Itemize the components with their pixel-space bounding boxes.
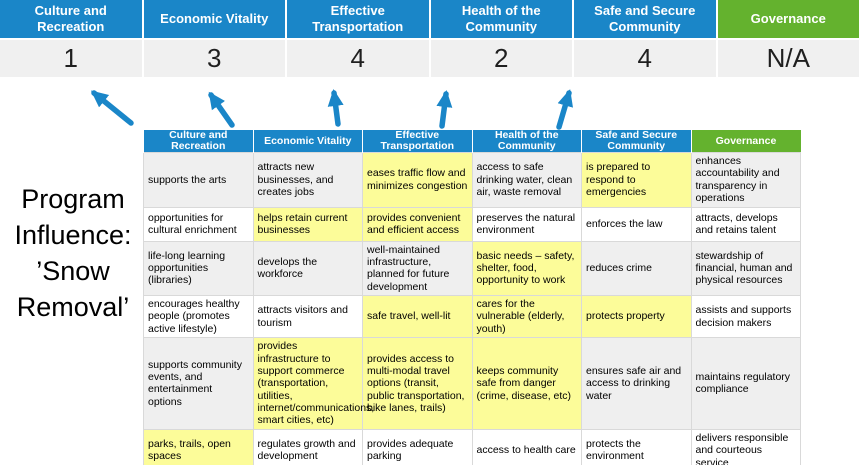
matrix-cell: attracts new businesses, and creates job… bbox=[252, 152, 363, 208]
summary-column-health-of-the-community: Health of the Community 2 bbox=[430, 0, 572, 77]
matrix-cell: provides adequate parking bbox=[362, 428, 473, 465]
program-influence-label-line: Influence: bbox=[14, 219, 132, 250]
program-influence-label-line: Removal’ bbox=[16, 291, 130, 322]
summary-column-governance: Governance N/A bbox=[717, 0, 859, 77]
arrow-effective-transportation bbox=[327, 89, 344, 127]
arrow-health-of-the-community bbox=[436, 90, 453, 129]
matrix-cell: reduces crime bbox=[581, 240, 692, 297]
matrix-cell: is prepared to respond to emergencies bbox=[581, 152, 692, 208]
summary-score-safe-and-secure-community: 4 bbox=[574, 40, 716, 77]
matrix-header-cell: Safe and Secure Community bbox=[581, 130, 691, 153]
summary-header-safe-and-secure-community: Safe and Secure Community bbox=[574, 0, 716, 38]
matrix-cell: protects the environment bbox=[581, 428, 692, 465]
matrix-header-cell: Culture and Recreation bbox=[143, 130, 253, 153]
matrix-header-row: Culture and Recreation Economic Vitality E… bbox=[143, 130, 801, 153]
summary-score-economic-vitality: 3 bbox=[143, 40, 285, 77]
matrix-cell: preserves the natural environment bbox=[471, 206, 582, 242]
matrix-cell: supports community events, and entertain… bbox=[143, 337, 254, 430]
matrix-cell: cares for the vulnerable (elderly, youth… bbox=[471, 295, 582, 339]
summary-column-culture-and-recreation: Culture and Recreation 1 bbox=[0, 0, 142, 77]
program-influence-label-line: Program bbox=[21, 184, 125, 214]
matrix-cell: basic needs – safety, shelter, food, opp… bbox=[471, 240, 582, 297]
program-influence-label: Program Influence: ’Snow Removal’ bbox=[0, 182, 146, 326]
matrix-cell: access to health care bbox=[471, 428, 582, 465]
matrix-row: opportunities for cultural enrichment hel… bbox=[143, 206, 801, 242]
summary-header-governance: Governance bbox=[717, 0, 859, 38]
matrix-body: supports the arts attracts new businesses… bbox=[143, 152, 801, 465]
matrix-cell: eases traffic flow and minimizes congest… bbox=[362, 152, 473, 208]
matrix-cell: provides convenient and efficient access bbox=[362, 206, 473, 242]
matrix-cell: keeps community safe from danger (crime,… bbox=[471, 337, 582, 430]
summary-band: Culture and Recreation 1 Economic Vitality… bbox=[0, 0, 859, 77]
matrix-cell: access to safe drinking water, clean air… bbox=[471, 152, 582, 208]
matrix-cell: provides access to multi-modal travel op… bbox=[362, 337, 473, 430]
matrix-row: supports community events, and entertain… bbox=[143, 337, 801, 430]
matrix-header-cell: Governance bbox=[690, 130, 801, 153]
matrix-cell: attracts, develops and retains talent bbox=[690, 206, 801, 242]
matrix-header-cell: Health of the Community bbox=[471, 130, 582, 153]
summary-header-economic-vitality: Economic Vitality bbox=[143, 0, 285, 38]
matrix-cell: safe travel, well-lit bbox=[362, 295, 473, 339]
summary-score-culture-and-recreation: 1 bbox=[0, 40, 142, 77]
matrix-cell: enforces the law bbox=[581, 206, 692, 242]
matrix-row: life-long learning opportunities (librar… bbox=[143, 240, 801, 297]
arrow-safe-and-secure-community bbox=[556, 89, 574, 130]
matrix-header-cell: Effective Transportation bbox=[362, 130, 472, 153]
influence-matrix: Culture and Recreation Economic Vitality E… bbox=[143, 130, 801, 465]
matrix-cell: stewardship of financial, human and phys… bbox=[690, 240, 801, 297]
summary-column-safe-and-secure-community: Safe and Secure Community 4 bbox=[574, 0, 716, 77]
matrix-cell: life-long learning opportunities (librar… bbox=[143, 240, 254, 297]
program-influence-label-line: ’Snow bbox=[36, 255, 110, 286]
matrix-cell: ensures safe air and access to drinking … bbox=[581, 337, 692, 430]
summary-score-effective-transportation: 4 bbox=[287, 40, 429, 77]
matrix-cell: enhances accountability and transparency… bbox=[690, 152, 801, 208]
matrix-cell: supports the arts bbox=[143, 152, 254, 208]
matrix-cell: maintains regulatory compliance bbox=[690, 337, 801, 430]
summary-column-economic-vitality: Economic Vitality 3 bbox=[143, 0, 285, 77]
matrix-cell: delivers responsible and courteous servi… bbox=[690, 428, 801, 465]
arrow-economic-vitality bbox=[208, 91, 235, 128]
matrix-cell: protects property bbox=[581, 295, 692, 339]
matrix-header-cell: Economic Vitality bbox=[252, 130, 363, 153]
summary-header-culture-and-recreation: Culture and Recreation bbox=[0, 0, 142, 38]
matrix-row: parks, trails, open spaces regulates grow… bbox=[143, 428, 801, 465]
matrix-cell: provides infrastructure to support comme… bbox=[252, 337, 374, 430]
summary-header-health-of-the-community: Health of the Community bbox=[430, 0, 572, 38]
matrix-cell: attracts visitors and tourism bbox=[252, 295, 363, 339]
matrix-cell: develops the workforce bbox=[252, 240, 363, 297]
matrix-row: encourages healthy people (promotes acti… bbox=[143, 295, 801, 339]
matrix-cell: well-maintained infrastructure, planned … bbox=[362, 240, 473, 297]
matrix-cell: encourages healthy people (promotes acti… bbox=[143, 295, 254, 339]
matrix-cell: helps retain current businesses bbox=[252, 206, 363, 242]
matrix-cell: regulates growth and development bbox=[252, 428, 363, 465]
matrix-cell: opportunities for cultural enrichment bbox=[143, 206, 254, 242]
matrix-cell: parks, trails, open spaces bbox=[143, 428, 254, 465]
summary-header-effective-transportation: Effective Transportation bbox=[287, 0, 429, 38]
matrix-row: supports the arts attracts new businesses… bbox=[143, 152, 801, 208]
summary-score-health-of-the-community: 2 bbox=[430, 40, 572, 77]
summary-column-effective-transportation: Effective Transportation 4 bbox=[287, 0, 429, 77]
matrix-cell: assists and supports decision makers bbox=[690, 295, 801, 339]
arrow-culture-and-recreation bbox=[90, 90, 134, 126]
summary-score-governance: N/A bbox=[717, 40, 859, 77]
